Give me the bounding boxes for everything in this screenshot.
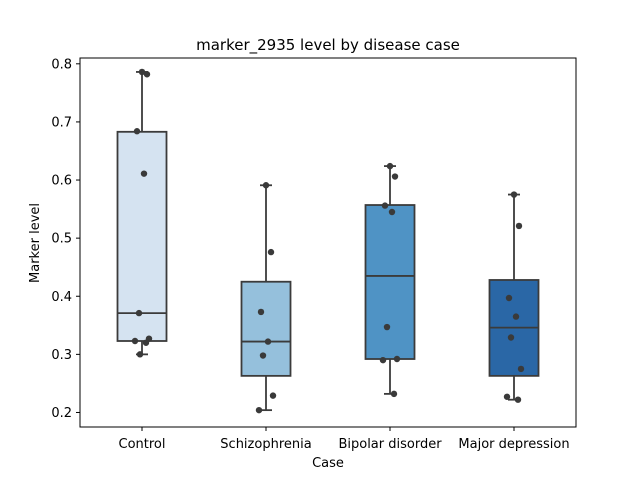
data-point: [393, 355, 401, 363]
data-point: [383, 323, 391, 331]
data-point: [255, 406, 263, 414]
x-tick-label: Control: [119, 437, 166, 452]
data-point: [505, 294, 513, 302]
data-point: [143, 71, 151, 78]
box-iqr: [364, 204, 416, 360]
data-point: [388, 208, 396, 216]
data-point: [514, 396, 522, 403]
data-point: [131, 337, 139, 345]
data-point: [507, 334, 515, 341]
data-point: [142, 339, 150, 346]
data-point: [503, 393, 511, 400]
data-point: [259, 352, 267, 359]
data-point: [135, 309, 143, 317]
data-point: [512, 313, 520, 320]
y-tick-label: 0.4: [51, 290, 72, 305]
y-tick-label: 0.2: [51, 406, 72, 421]
data-point: [257, 308, 265, 316]
data-point: [140, 170, 148, 177]
data-point: [269, 392, 277, 399]
data-point: [381, 202, 389, 209]
plot-frame: [79, 57, 577, 428]
y-tick-label: 0.5: [51, 232, 72, 247]
data-point: [379, 356, 387, 364]
data-point: [510, 191, 518, 198]
x-tick-label: Schizophrenia: [220, 437, 311, 452]
data-point: [138, 68, 146, 76]
data-point: [262, 182, 270, 189]
x-tick-label: Bipolar disorder: [338, 437, 442, 452]
y-tick-label: 0.7: [51, 115, 72, 130]
y-axis-label: Marker level: [28, 203, 43, 283]
plot-area: 0.2 0.3 0.4 0.5 0.6 0.7 0.8 Control Schizophreni…: [51, 57, 577, 452]
data-point: [133, 128, 141, 135]
x-tick-label: Major depression: [458, 437, 569, 452]
x-axis-label: Case: [312, 456, 344, 471]
y-tick-label: 0.8: [51, 57, 72, 72]
data-point: [264, 338, 272, 345]
data-point: [386, 162, 394, 170]
data-point: [136, 351, 144, 358]
y-tick-label: 0.6: [51, 174, 72, 189]
data-point: [390, 390, 398, 398]
data-point: [517, 365, 525, 373]
box-iqr: [240, 280, 292, 377]
y-tick-label: 0.3: [51, 348, 72, 363]
data-point: [515, 222, 523, 230]
data-point: [391, 173, 399, 180]
chart-title: marker_2935 level by disease case: [196, 36, 460, 55]
data-point: [267, 248, 275, 256]
box-iqr: [116, 130, 168, 342]
